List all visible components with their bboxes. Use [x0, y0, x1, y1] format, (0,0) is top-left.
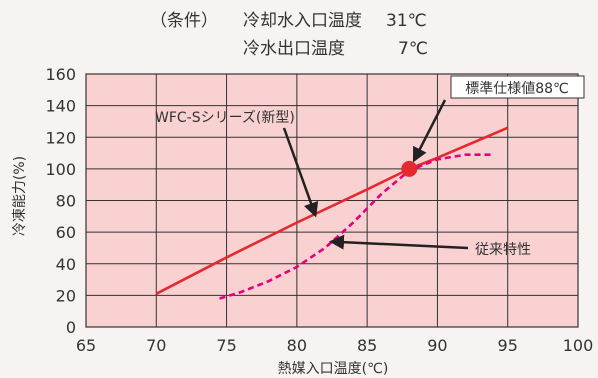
old-series-annotation: 従来特性: [475, 242, 531, 258]
y-tick-label: 80: [56, 192, 76, 211]
series-line-new: [155, 126, 509, 295]
x-tick-label: 100: [563, 336, 594, 355]
spec-point-marker: [401, 160, 418, 177]
series-line-old: [219, 153, 494, 300]
annotation-arrows: [282, 99, 469, 250]
y-tick-label: 160: [45, 65, 76, 84]
spec-arrow: [412, 99, 447, 163]
old-series-arrow: [329, 234, 469, 250]
x-tick-label: 85: [357, 336, 377, 355]
y-tick-label: 120: [45, 128, 76, 147]
condition-2-value: 7℃: [398, 39, 428, 59]
series-group: [155, 126, 509, 300]
new-series-annotation: WFC-Sシリーズ(新型): [155, 110, 295, 126]
condition-1-value: 31℃: [386, 11, 427, 31]
y-tick-label: 40: [56, 255, 76, 274]
spec-label-box: [450, 75, 585, 99]
x-tick-label: 75: [216, 336, 236, 355]
y-tick-label: 100: [45, 160, 76, 179]
y-axis-title: 冷凍能力(%): [12, 156, 28, 236]
x-tick-label: 90: [427, 336, 447, 355]
x-tick-label: 65: [76, 336, 96, 355]
tick-labels: 65 70 75 80 85 90 95 100 0 20 40 60 80 100 120 140 160: [45, 65, 593, 355]
spec-label: 標準仕様値88℃: [465, 81, 569, 97]
grid: [86, 74, 578, 327]
x-tick-label: 95: [498, 336, 518, 355]
y-tick-label: 60: [56, 223, 76, 242]
x-tick-label: 70: [146, 336, 166, 355]
x-axis-title: 熱媒入口温度(℃): [278, 361, 389, 377]
conditions-heading: （条件）: [150, 11, 218, 31]
y-tick-label: 20: [56, 286, 76, 305]
y-tick-label: 0: [66, 318, 76, 337]
new-series-arrow: [282, 127, 319, 218]
condition-1-label: 冷却水入口温度: [243, 11, 362, 31]
condition-2-label: 冷水出口温度: [243, 39, 345, 59]
x-tick-label: 80: [287, 336, 307, 355]
y-tick-label: 140: [45, 97, 76, 116]
